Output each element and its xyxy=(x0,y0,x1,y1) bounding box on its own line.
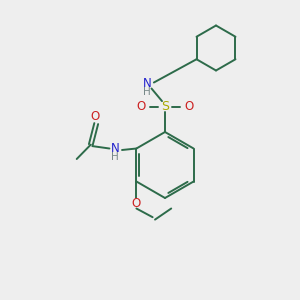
Text: O: O xyxy=(90,110,99,124)
Text: S: S xyxy=(161,100,169,113)
Text: O: O xyxy=(184,100,194,113)
Text: O: O xyxy=(132,196,141,210)
Text: H: H xyxy=(111,152,119,162)
Text: H: H xyxy=(143,86,151,97)
Text: N: N xyxy=(142,77,152,90)
Text: N: N xyxy=(111,142,120,155)
Text: O: O xyxy=(136,100,146,113)
